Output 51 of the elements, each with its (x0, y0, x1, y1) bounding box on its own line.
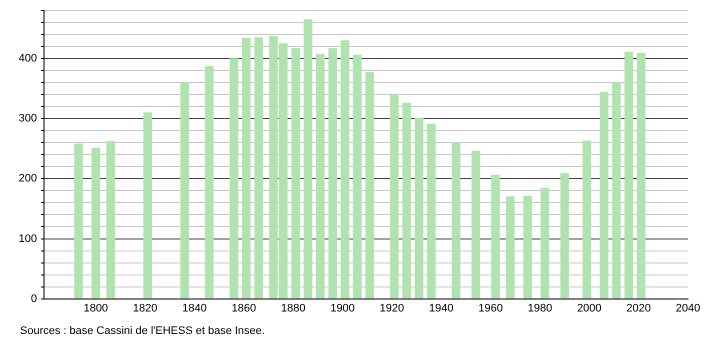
bar (582, 140, 592, 299)
bar (427, 124, 436, 299)
x-tick-label: 1820 (132, 302, 158, 314)
bar (540, 188, 550, 299)
bar (624, 52, 634, 299)
bar (304, 19, 312, 299)
bar (414, 118, 424, 299)
x-tick-label: 1800 (84, 302, 108, 314)
bar (254, 37, 263, 299)
bar (390, 94, 399, 299)
source-note: Sources : base Cassini de l'EHESS et base Insee. (20, 325, 265, 337)
x-tick-label: 1960 (478, 302, 503, 314)
x-tick-label: 1880 (280, 302, 306, 314)
bar (242, 38, 251, 299)
bar (523, 196, 532, 299)
bar (204, 66, 214, 299)
x-tick-label: 1940 (429, 302, 454, 314)
x-tick-label: 2020 (626, 302, 651, 314)
bar (402, 102, 412, 299)
bar (365, 72, 374, 299)
x-tick-label: 1840 (182, 302, 207, 314)
x-tick-label: 1920 (380, 302, 404, 314)
bar (291, 48, 300, 299)
bar (316, 54, 325, 299)
x-tick-label: 1980 (528, 302, 552, 314)
y-tick-label: 400 (18, 52, 37, 65)
bar (340, 40, 350, 299)
y-tick-label: 100 (18, 232, 37, 245)
bar (560, 172, 569, 299)
bar (180, 82, 189, 299)
bar (91, 148, 100, 299)
bar (471, 150, 480, 299)
bar (353, 54, 362, 299)
bar (452, 142, 460, 299)
x-tick-label: 2040 (676, 302, 700, 314)
bar (600, 92, 608, 299)
bar (106, 141, 115, 299)
bar (74, 144, 83, 299)
bar (612, 82, 621, 299)
bar (491, 174, 500, 299)
x-tick-label: 1860 (232, 302, 256, 314)
bar (230, 58, 238, 299)
x-tick-label: 1900 (330, 302, 355, 314)
bar (328, 48, 338, 299)
bar (143, 112, 152, 299)
y-tick-label: 200 (18, 172, 37, 185)
bar (506, 196, 515, 299)
x-tick-label: 2000 (577, 302, 602, 314)
y-tick-label: 0 (30, 292, 37, 305)
bar (636, 52, 646, 299)
y-tick-label: 300 (18, 112, 37, 125)
